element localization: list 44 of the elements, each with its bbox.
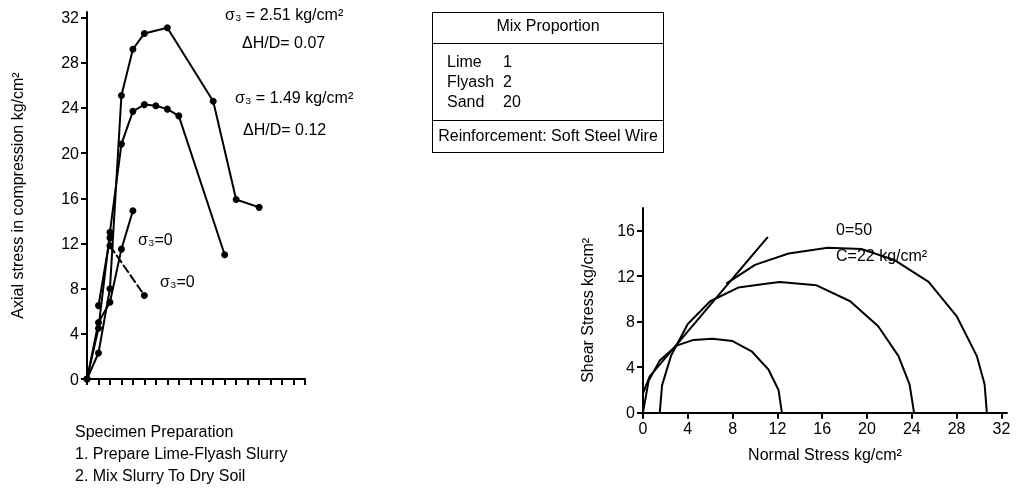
y-tick-label: 20 [61,144,80,162]
x-tick-label: 20 [858,420,876,438]
y-tick-label: 4 [70,325,80,343]
y-tick-label: 12 [617,267,636,285]
x-tick-label: 12 [768,420,787,438]
text: Flyash [447,72,496,92]
annotation: σ₃ = 1.49 kg/cm² [235,88,354,106]
x-tick-label: 16 [813,420,832,438]
x-tick-label: 24 [902,420,921,438]
y-tick-label: 28 [61,54,80,72]
annotation: σ₃ = 2.51 kg/cm² [225,5,344,23]
text: Sand [447,92,486,112]
text: Reinforcement: Soft Steel Wire [437,126,659,146]
x-axis-title: Normal Stress kg/cm² [748,446,903,464]
text: 2. Mix Slurry To Dry Soil [75,466,246,484]
annotation: σ₃=0 [160,272,195,290]
text: Lime [447,52,483,72]
text: 1 [503,52,512,72]
text: 20 [503,92,521,112]
x-tick-label: 0 [638,420,648,438]
annotation: σ₃=0 [138,230,173,248]
annotation: ΔH/D= 0.07 [242,33,326,51]
y-tick-label: 16 [617,222,636,240]
y-tick-label: 8 [70,280,80,298]
text: Specimen Preparation [75,422,234,440]
y-tick-label: 0 [70,370,80,388]
text: 1. Prepare Lime-Flyash Slurry [75,444,288,462]
y-axis-title: Axial stress in compression kg/cm² [8,71,26,319]
x-tick-label: 32 [992,420,1011,438]
y-tick-label: 4 [626,358,636,376]
text: 2 [503,72,512,92]
y-tick-label: 0 [626,404,636,422]
annotation: 0=50 [836,220,873,238]
y-tick-label: 12 [61,234,80,252]
y-tick-label: 16 [61,189,80,207]
x-tick-label: 4 [683,420,693,438]
x-tick-label: 28 [947,420,966,438]
annotation: ΔH/D= 0.12 [243,120,327,138]
y-tick-label: 24 [61,99,80,117]
y-axis-title: Shear Stress kg/cm² [578,237,596,383]
x-tick-label: 8 [728,420,738,438]
y-tick-label: 32 [61,9,80,27]
y-tick-label: 8 [626,313,636,331]
text: Mix Proportion [433,13,663,44]
